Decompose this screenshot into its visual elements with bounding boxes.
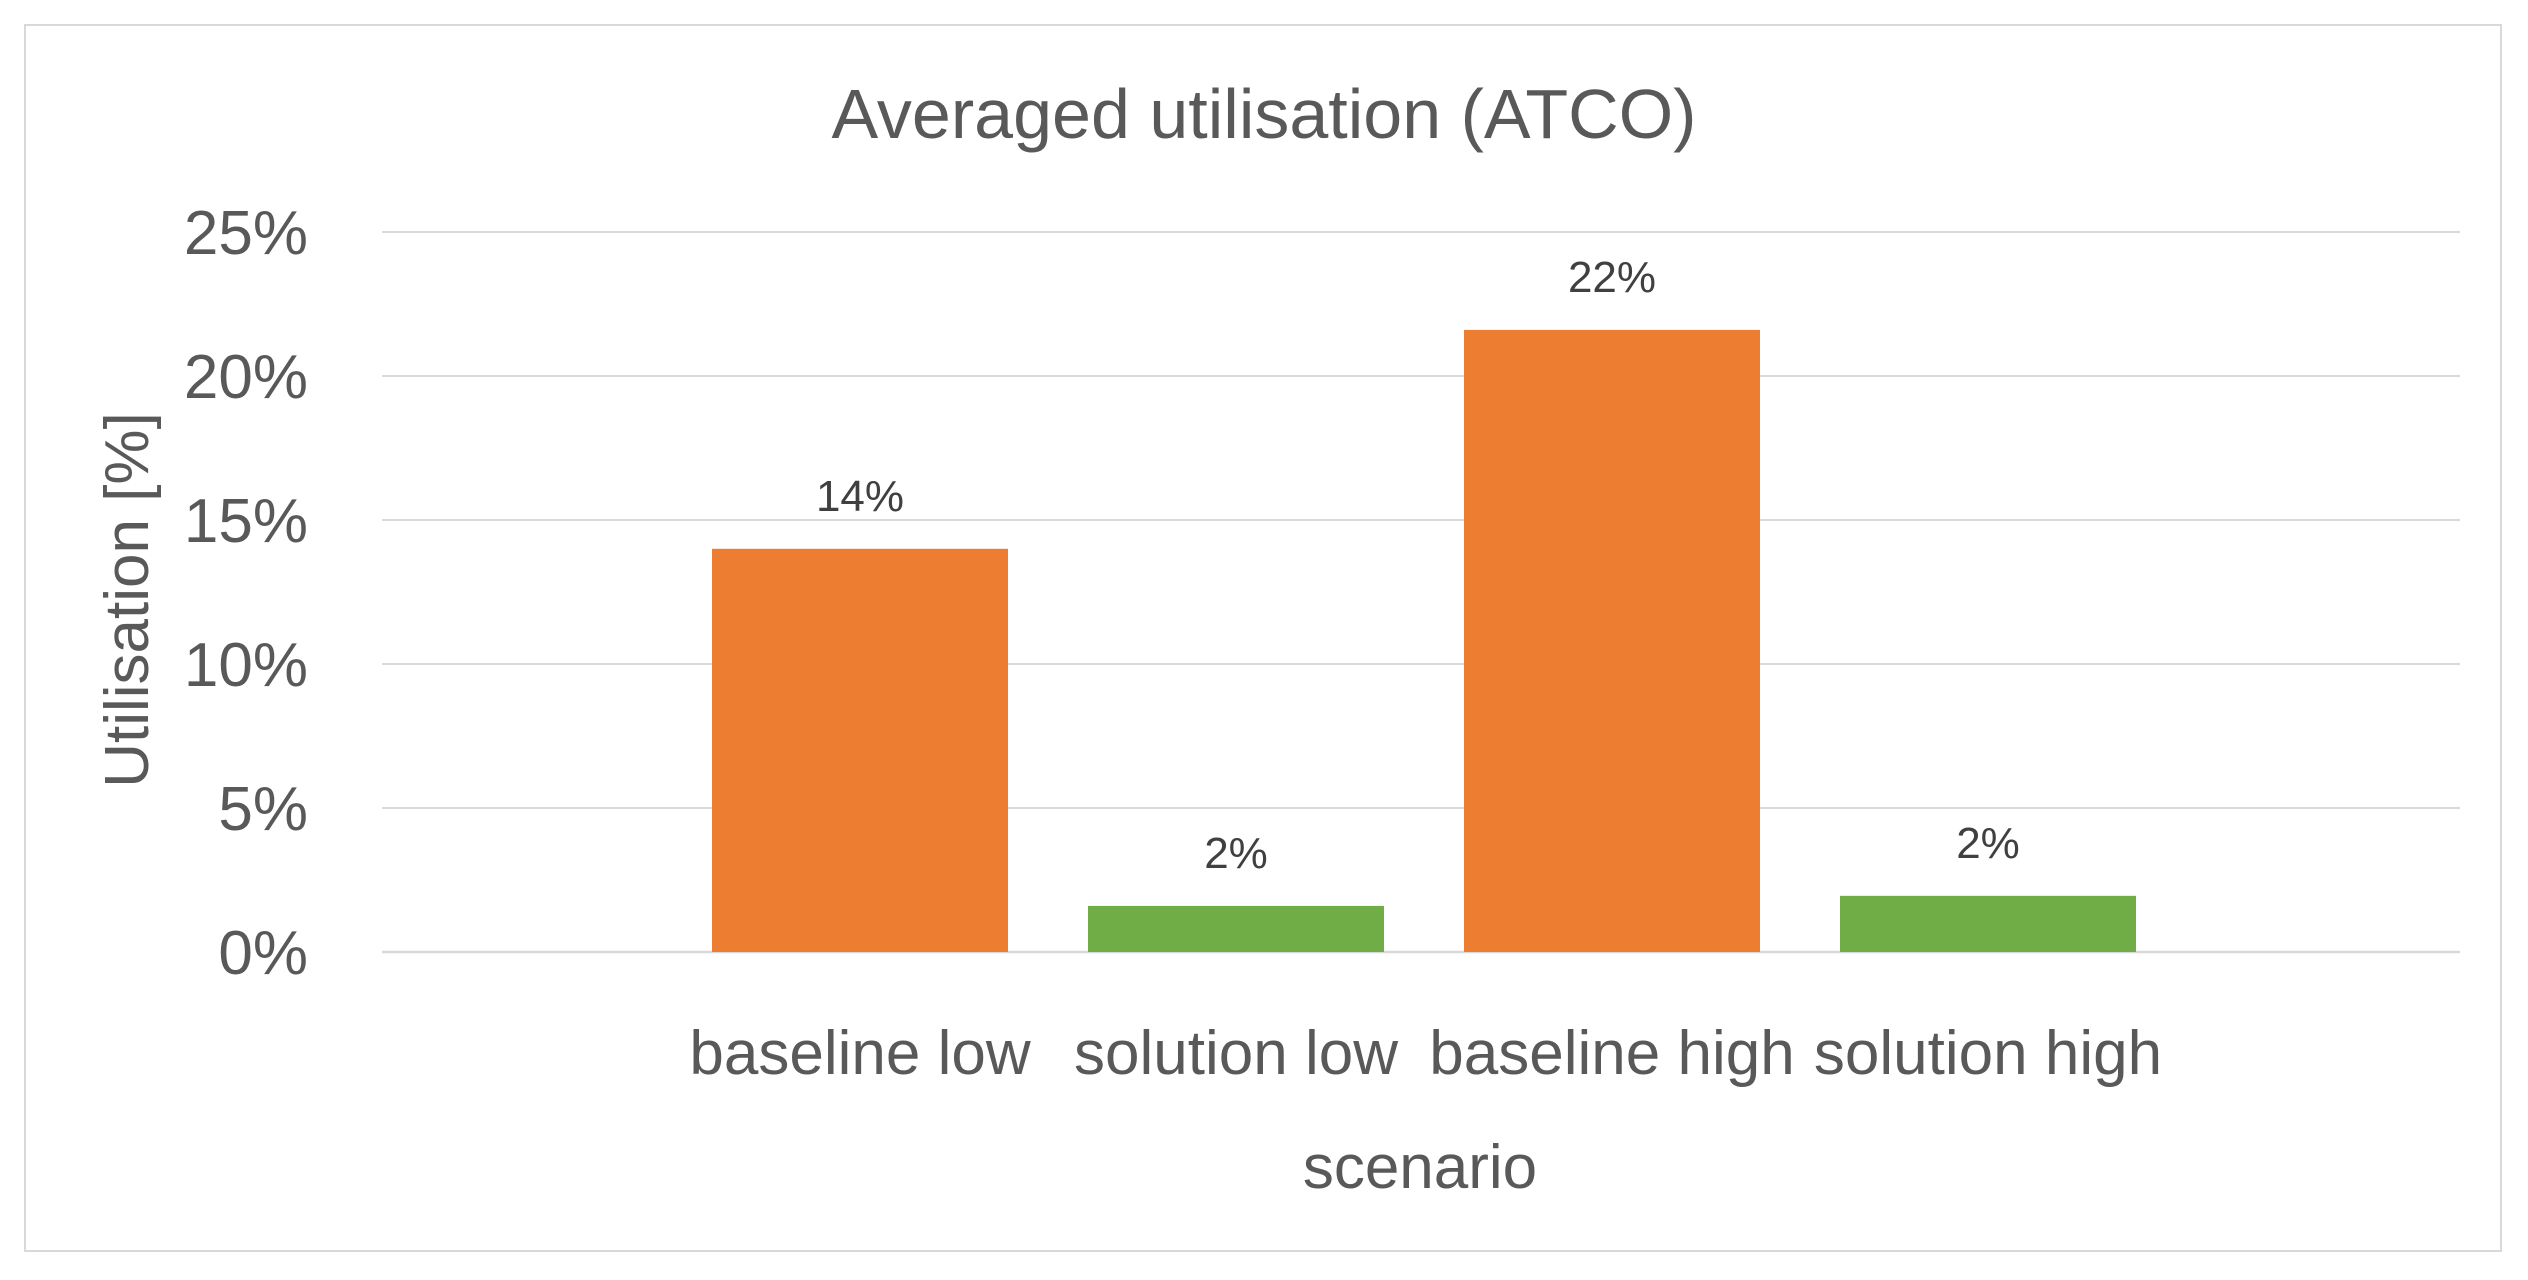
y-tick-label: 10% [184, 631, 308, 700]
y-axis-ticks: 0% 5% 10% 15% 20% 25% [184, 199, 308, 988]
chart-frame [24, 24, 2502, 1252]
data-labels: 14% 2% 22% 2% [816, 253, 2020, 878]
y-tick-label: 25% [184, 199, 308, 268]
x-category-label: baseline low [689, 1019, 1030, 1088]
y-axis-title: Utilisation [%] [93, 412, 162, 788]
data-label: 2% [1204, 829, 1268, 878]
y-tick-label: 20% [184, 343, 308, 412]
x-category-label: solution low [1074, 1019, 1398, 1088]
bar-solution-low [1088, 905, 1384, 952]
y-tick-label: 5% [218, 775, 308, 844]
y-tick-label: 0% [218, 919, 308, 988]
y-tick-label: 15% [184, 487, 308, 556]
x-category-label: solution high [1814, 1019, 2162, 1088]
bars [712, 329, 2136, 952]
x-axis-categories: baseline low solution low baseline high sol… [689, 1019, 2162, 1088]
x-axis-title: scenario [1303, 1133, 1537, 1202]
bar-baseline-high [1464, 329, 1760, 952]
data-label: 22% [1568, 253, 1656, 302]
bar-baseline-low [712, 548, 1008, 952]
gridlines [382, 231, 2460, 954]
x-category-label: baseline high [1429, 1019, 1794, 1088]
data-label: 14% [816, 472, 904, 521]
data-label: 2% [1956, 819, 2020, 868]
chart-title: Averaged utilisation (ATCO) [832, 75, 1697, 153]
bar-solution-high [1840, 895, 2136, 952]
